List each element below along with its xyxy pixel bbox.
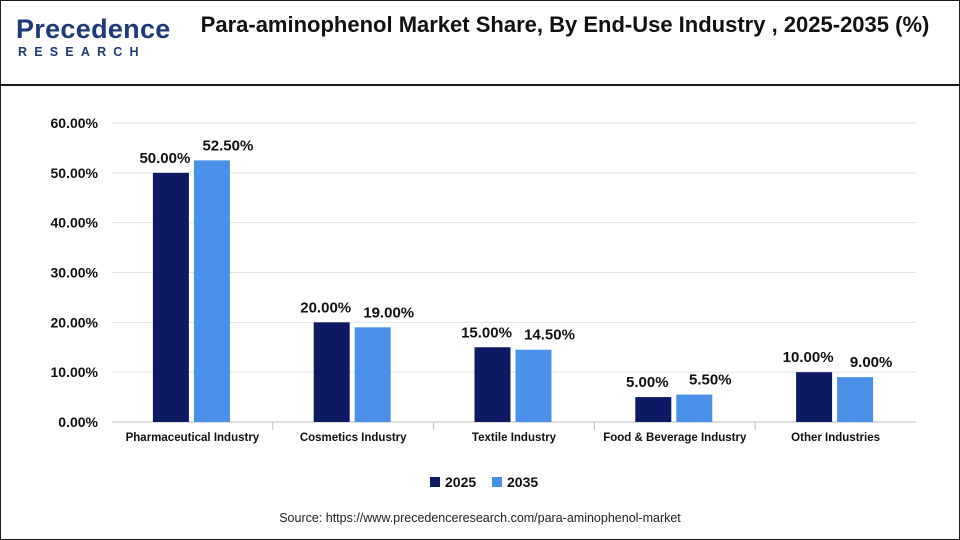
data-label: 5.50% [689,372,732,389]
bar-2035 [193,160,230,422]
bars [152,160,874,422]
legend-label: 2035 [507,474,538,490]
legend: 2025 2035 [430,474,538,490]
bar-2025 [796,372,833,422]
data-label: 5.00% [626,374,669,391]
y-tick-label: 10.00% [51,364,99,380]
data-label: 10.00% [783,349,834,366]
data-label: 15.00% [461,324,512,341]
y-tick-label: 30.00% [51,265,99,281]
header: Precedence RESEARCH Para-aminophenol Mar… [0,0,960,86]
y-axis: 0.00% 10.00% 20.00% 30.00% 40.00% 50.00% 60.00… [51,115,99,430]
x-axis: Pharmaceutical Industry Cosmetics Industr… [112,421,916,444]
bar-2035 [837,377,874,422]
data-label: 14.50% [524,327,575,344]
bar-2025 [635,397,672,422]
y-tick-label: 50.00% [51,165,99,181]
bar-2025 [474,347,511,422]
x-tick-label: Pharmaceutical Industry [126,432,260,444]
legend-swatch [430,477,440,487]
legend-swatch [492,477,502,487]
bar-2025 [313,322,350,422]
y-tick-label: 20.00% [51,314,99,330]
data-label: 9.00% [850,354,893,371]
brand-logo: Precedence RESEARCH [16,14,170,64]
y-tick-label: 0.00% [58,414,98,430]
chart-title: Para-aminophenol Market Share, By End-Us… [200,12,930,37]
y-tick-label: 60.00% [51,115,99,131]
data-label: 50.00% [139,150,190,167]
gridlines [112,122,916,373]
data-label: 20.00% [300,299,351,316]
data-label: 52.50% [202,137,253,154]
bar-2035 [676,394,713,422]
bar-2025 [152,172,189,422]
logo-wordmark: Precedence [16,14,171,44]
logo-subtitle: RESEARCH [18,45,146,59]
legend-label: 2025 [445,474,476,490]
data-label: 19.00% [363,304,414,321]
bar-2035 [515,349,552,422]
data-labels: 50.00% 52.50% 20.00% 19.00% 15.00% 14.50% 5.00… [139,137,892,391]
bar-2035 [354,327,391,422]
source-note: Source: https://www.precedenceresearch.c… [279,511,681,525]
x-tick-label: Cosmetics Industry [300,432,407,444]
x-tick-label: Other Industries [791,432,880,444]
x-tick-label: Food & Beverage Industry [603,432,747,444]
y-tick-label: 40.00% [51,215,99,231]
x-tick-label: Textile Industry [472,432,557,444]
